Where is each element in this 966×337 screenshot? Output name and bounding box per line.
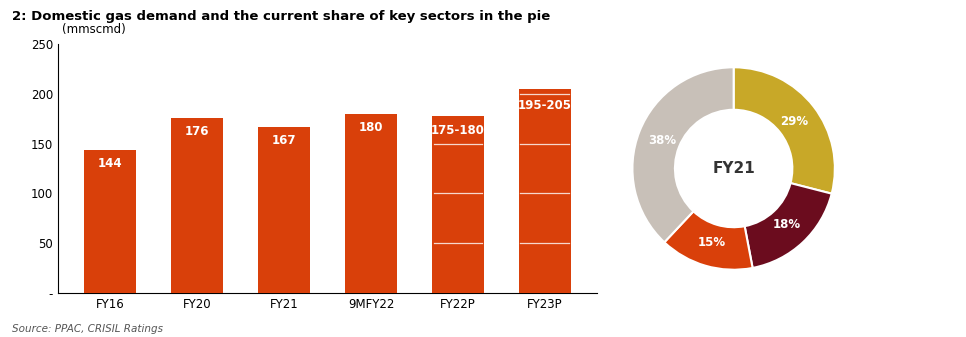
Bar <box>519 89 571 293</box>
Text: 29%: 29% <box>781 115 809 128</box>
Bar <box>432 116 484 293</box>
Bar <box>258 127 310 293</box>
Bar <box>171 118 223 293</box>
Wedge shape <box>665 211 753 270</box>
Text: 176: 176 <box>185 125 210 138</box>
Bar <box>84 150 136 293</box>
Wedge shape <box>733 67 835 194</box>
Text: (mmscmd): (mmscmd) <box>62 23 126 36</box>
Text: 15%: 15% <box>698 236 726 249</box>
Text: Source: PPAC, CRISIL Ratings: Source: PPAC, CRISIL Ratings <box>12 324 162 334</box>
Text: 175-180: 175-180 <box>431 124 485 137</box>
Bar <box>345 114 397 293</box>
Wedge shape <box>633 67 733 242</box>
Text: 180: 180 <box>358 121 384 134</box>
Text: 38%: 38% <box>648 134 676 147</box>
Text: 18%: 18% <box>772 218 801 231</box>
Wedge shape <box>745 183 832 268</box>
Text: FY21: FY21 <box>712 161 755 176</box>
Text: 144: 144 <box>98 157 123 170</box>
Text: 195-205: 195-205 <box>518 99 572 112</box>
Text: 167: 167 <box>271 134 297 147</box>
Text: 2: Domestic gas demand and the current share of key sectors in the pie: 2: Domestic gas demand and the current s… <box>12 10 550 23</box>
